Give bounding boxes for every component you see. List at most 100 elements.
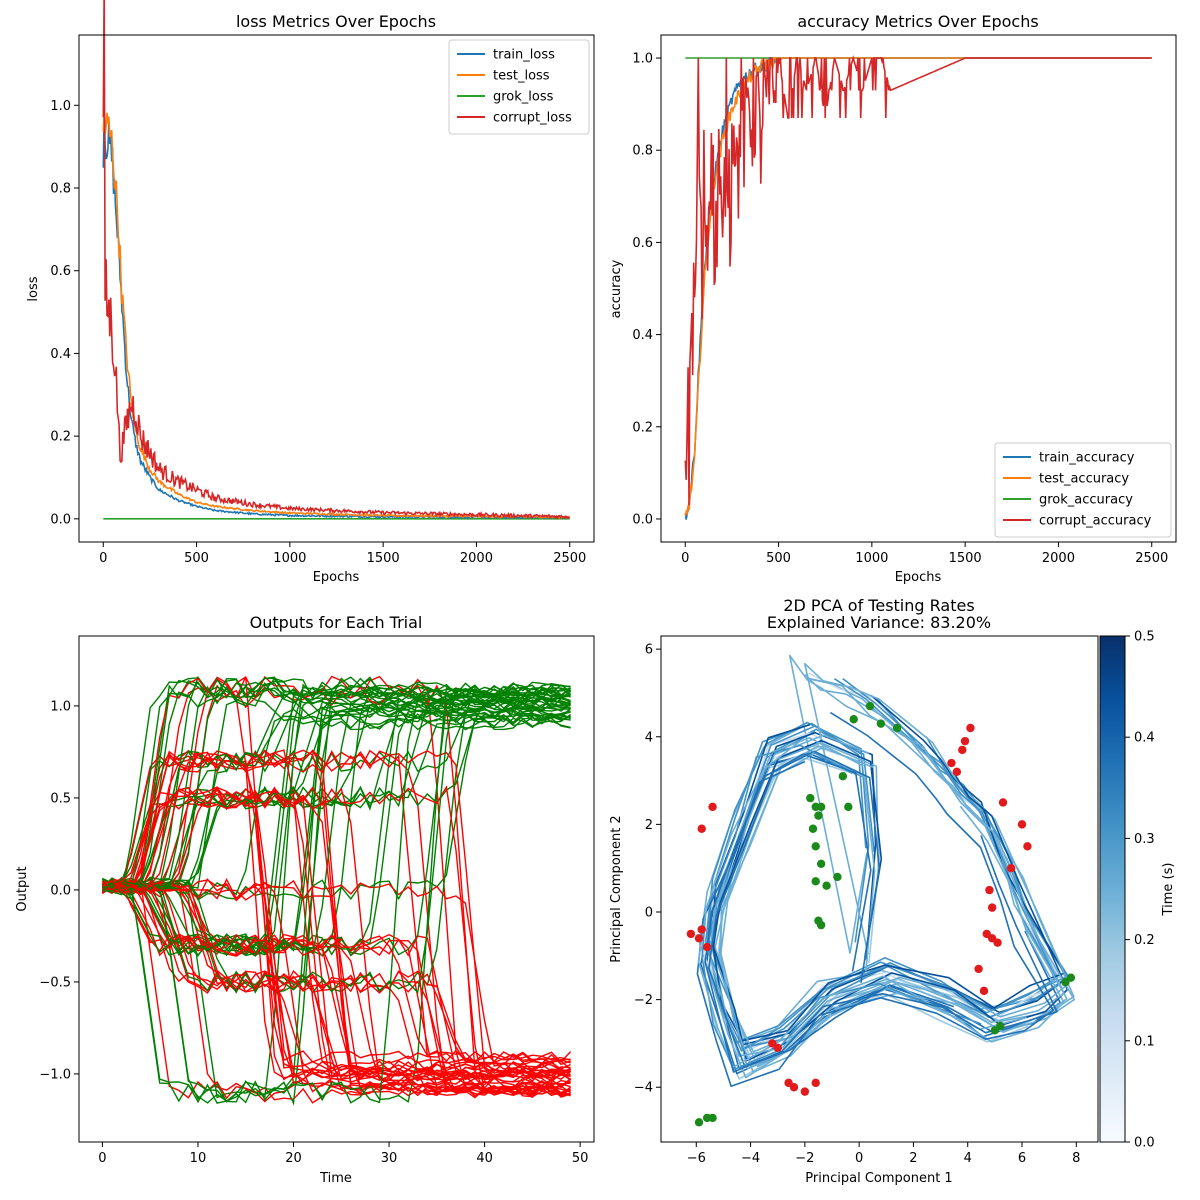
loss-y-tick-label: 0.0 (50, 512, 71, 527)
colorbar-tick-label: 0.3 (1134, 832, 1155, 847)
pca-y-tick-label: 6 (645, 643, 653, 658)
outputs-x-tick-label: 40 (476, 1151, 493, 1166)
loss-y-tick-label: 0.8 (50, 182, 71, 197)
trial-output-line (102, 677, 571, 892)
colorbar-tick-label: 0.1 (1134, 1034, 1155, 1049)
loss-x-tick-label: 500 (184, 551, 209, 566)
loss-x-tick-label: 1000 (273, 551, 306, 566)
pca-red-marker (694, 934, 704, 943)
pca-red-marker (998, 798, 1008, 807)
pca-red-marker (958, 745, 967, 755)
outputs-y-tick-label: −0.5 (39, 975, 71, 990)
pca-panel: 2D PCA of Testing Rates Explained Varian… (609, 596, 1176, 1186)
trial-output-line (102, 879, 571, 1093)
pca-red-marker (974, 964, 983, 974)
trial-output-line (102, 880, 571, 1063)
accuracy-y-tick-label: 0.4 (632, 328, 653, 343)
pca-green-marker (892, 723, 902, 733)
accuracy-y-tick-label: 1.0 (632, 52, 653, 67)
outputs-x-tick-label: 20 (285, 1151, 302, 1166)
pca-trajectory (714, 662, 1070, 1053)
trial-output-line (102, 676, 571, 892)
pca-y-tick-label: 4 (645, 730, 653, 745)
accuracy-legend-entry: test_accuracy (1039, 472, 1129, 487)
colorbar-tick-label: 0.2 (1134, 933, 1155, 948)
accuracy-legend-entry: train_accuracy (1039, 451, 1135, 466)
outputs-chart-title: Outputs for Each Trial (250, 613, 423, 632)
pca-chart-subtitle: Explained Variance: 83.20% (767, 613, 991, 632)
pca-x-tick-label: 2 (909, 1151, 917, 1166)
loss-legend-entry: corrupt_loss (493, 111, 572, 126)
accuracy-y-tick-label: 0.8 (632, 144, 653, 159)
loss-axes-frame (78, 34, 595, 543)
pca-red-marker (697, 824, 706, 833)
pca-red-marker (1006, 863, 1016, 873)
trial-output-line (101, 789, 571, 1078)
loss-legend-entry: grok_loss (493, 90, 554, 105)
trial-output-line (101, 787, 571, 1065)
accuracy-x-tick-label: 1000 (855, 551, 888, 566)
pca-green-marker (844, 802, 853, 812)
pca-red-marker (966, 723, 975, 733)
accuracy-x-tick-label: 2000 (1042, 551, 1075, 566)
loss-x-axis-label: Epochs (313, 570, 360, 585)
pca-x-tick-label: −6 (687, 1151, 706, 1166)
pca-green-marker (811, 877, 820, 886)
pca-trajectory (701, 744, 982, 1071)
pca-green-marker (816, 859, 826, 869)
trial-output-line (101, 694, 571, 956)
pca-green-marker (814, 811, 823, 820)
loss-legend-entry: train_loss (493, 48, 555, 63)
pca-red-marker (702, 942, 712, 952)
pca-green-marker (833, 872, 842, 882)
accuracy-x-tick-label: 1500 (949, 551, 982, 566)
accuracy-y-axis-label: accuracy (609, 259, 624, 318)
loss-x-tick-label: 1500 (367, 551, 400, 566)
pca-red-marker (947, 758, 956, 768)
loss-x-tick-label: 2500 (553, 551, 586, 566)
loss-y-tick-label: 0.6 (50, 264, 71, 279)
pca-red-marker (993, 938, 1002, 947)
time-colorbar: 0.0 0.1 0.2 0.3 0.4 0.5 (1099, 630, 1155, 1151)
pca-trajectory (709, 678, 1065, 1057)
pca-x-tick-label: 4 (964, 1151, 972, 1166)
loss-legend-entry: test_loss (493, 69, 550, 84)
outputs-y-tick-label: −1.0 (39, 1067, 71, 1082)
trial-output-line (102, 879, 571, 1095)
pca-chart-title: 2D PCA of Testing Rates (783, 596, 974, 615)
colorbar-tick-label: 0.0 (1134, 1136, 1155, 1151)
trial-output-line (102, 701, 571, 894)
pca-green-marker (806, 793, 815, 803)
loss-y-tick-label: 1.0 (50, 99, 71, 114)
loss-x-tick-label: 2000 (460, 551, 493, 566)
loss-series-test_loss (102, 110, 571, 520)
pca-red-marker (800, 1087, 810, 1096)
pca-plot-area: −6 −4 −2 0 2 4 6 8 −4 −2 0 2 4 6 (634, 635, 1099, 1166)
accuracy-y-tick-label: 0.2 (632, 420, 653, 435)
pca-green-marker (816, 920, 826, 930)
accuracy-chart-title: accuracy Metrics Over Epochs (797, 12, 1038, 31)
trial-output-line (102, 878, 571, 1087)
pca-trajectory (720, 678, 1076, 1073)
colorbar-label: Time (s) (1161, 863, 1176, 917)
pca-y-tick-label: −2 (634, 993, 653, 1008)
pca-red-marker (1017, 820, 1027, 829)
trial-output-line (102, 785, 571, 1098)
pca-x-tick-label: −4 (741, 1151, 760, 1166)
accuracy-legend (994, 442, 1172, 538)
pca-red-marker (811, 1078, 820, 1088)
trial-output-line (102, 787, 571, 1084)
outputs-panel: Outputs for Each Trial 0 10 20 30 40 50 −1.0 −0… (15, 613, 595, 1186)
pca-red-marker (686, 929, 696, 939)
outputs-y-tick-label: 0.0 (50, 883, 71, 898)
trial-output-line (102, 687, 572, 994)
trial-output-line (102, 876, 571, 1099)
accuracy-y-tick-label: 0.0 (632, 512, 653, 527)
loss-y-tick-label: 0.4 (50, 347, 71, 362)
trial-output-line (101, 696, 571, 1104)
trial-output-line (102, 685, 571, 892)
outputs-x-tick-label: 50 (572, 1151, 589, 1166)
pca-x-axis-label: Principal Component 1 (805, 1171, 952, 1186)
outputs-x-tick-label: 10 (190, 1151, 207, 1166)
pca-x-tick-label: −2 (795, 1151, 814, 1166)
